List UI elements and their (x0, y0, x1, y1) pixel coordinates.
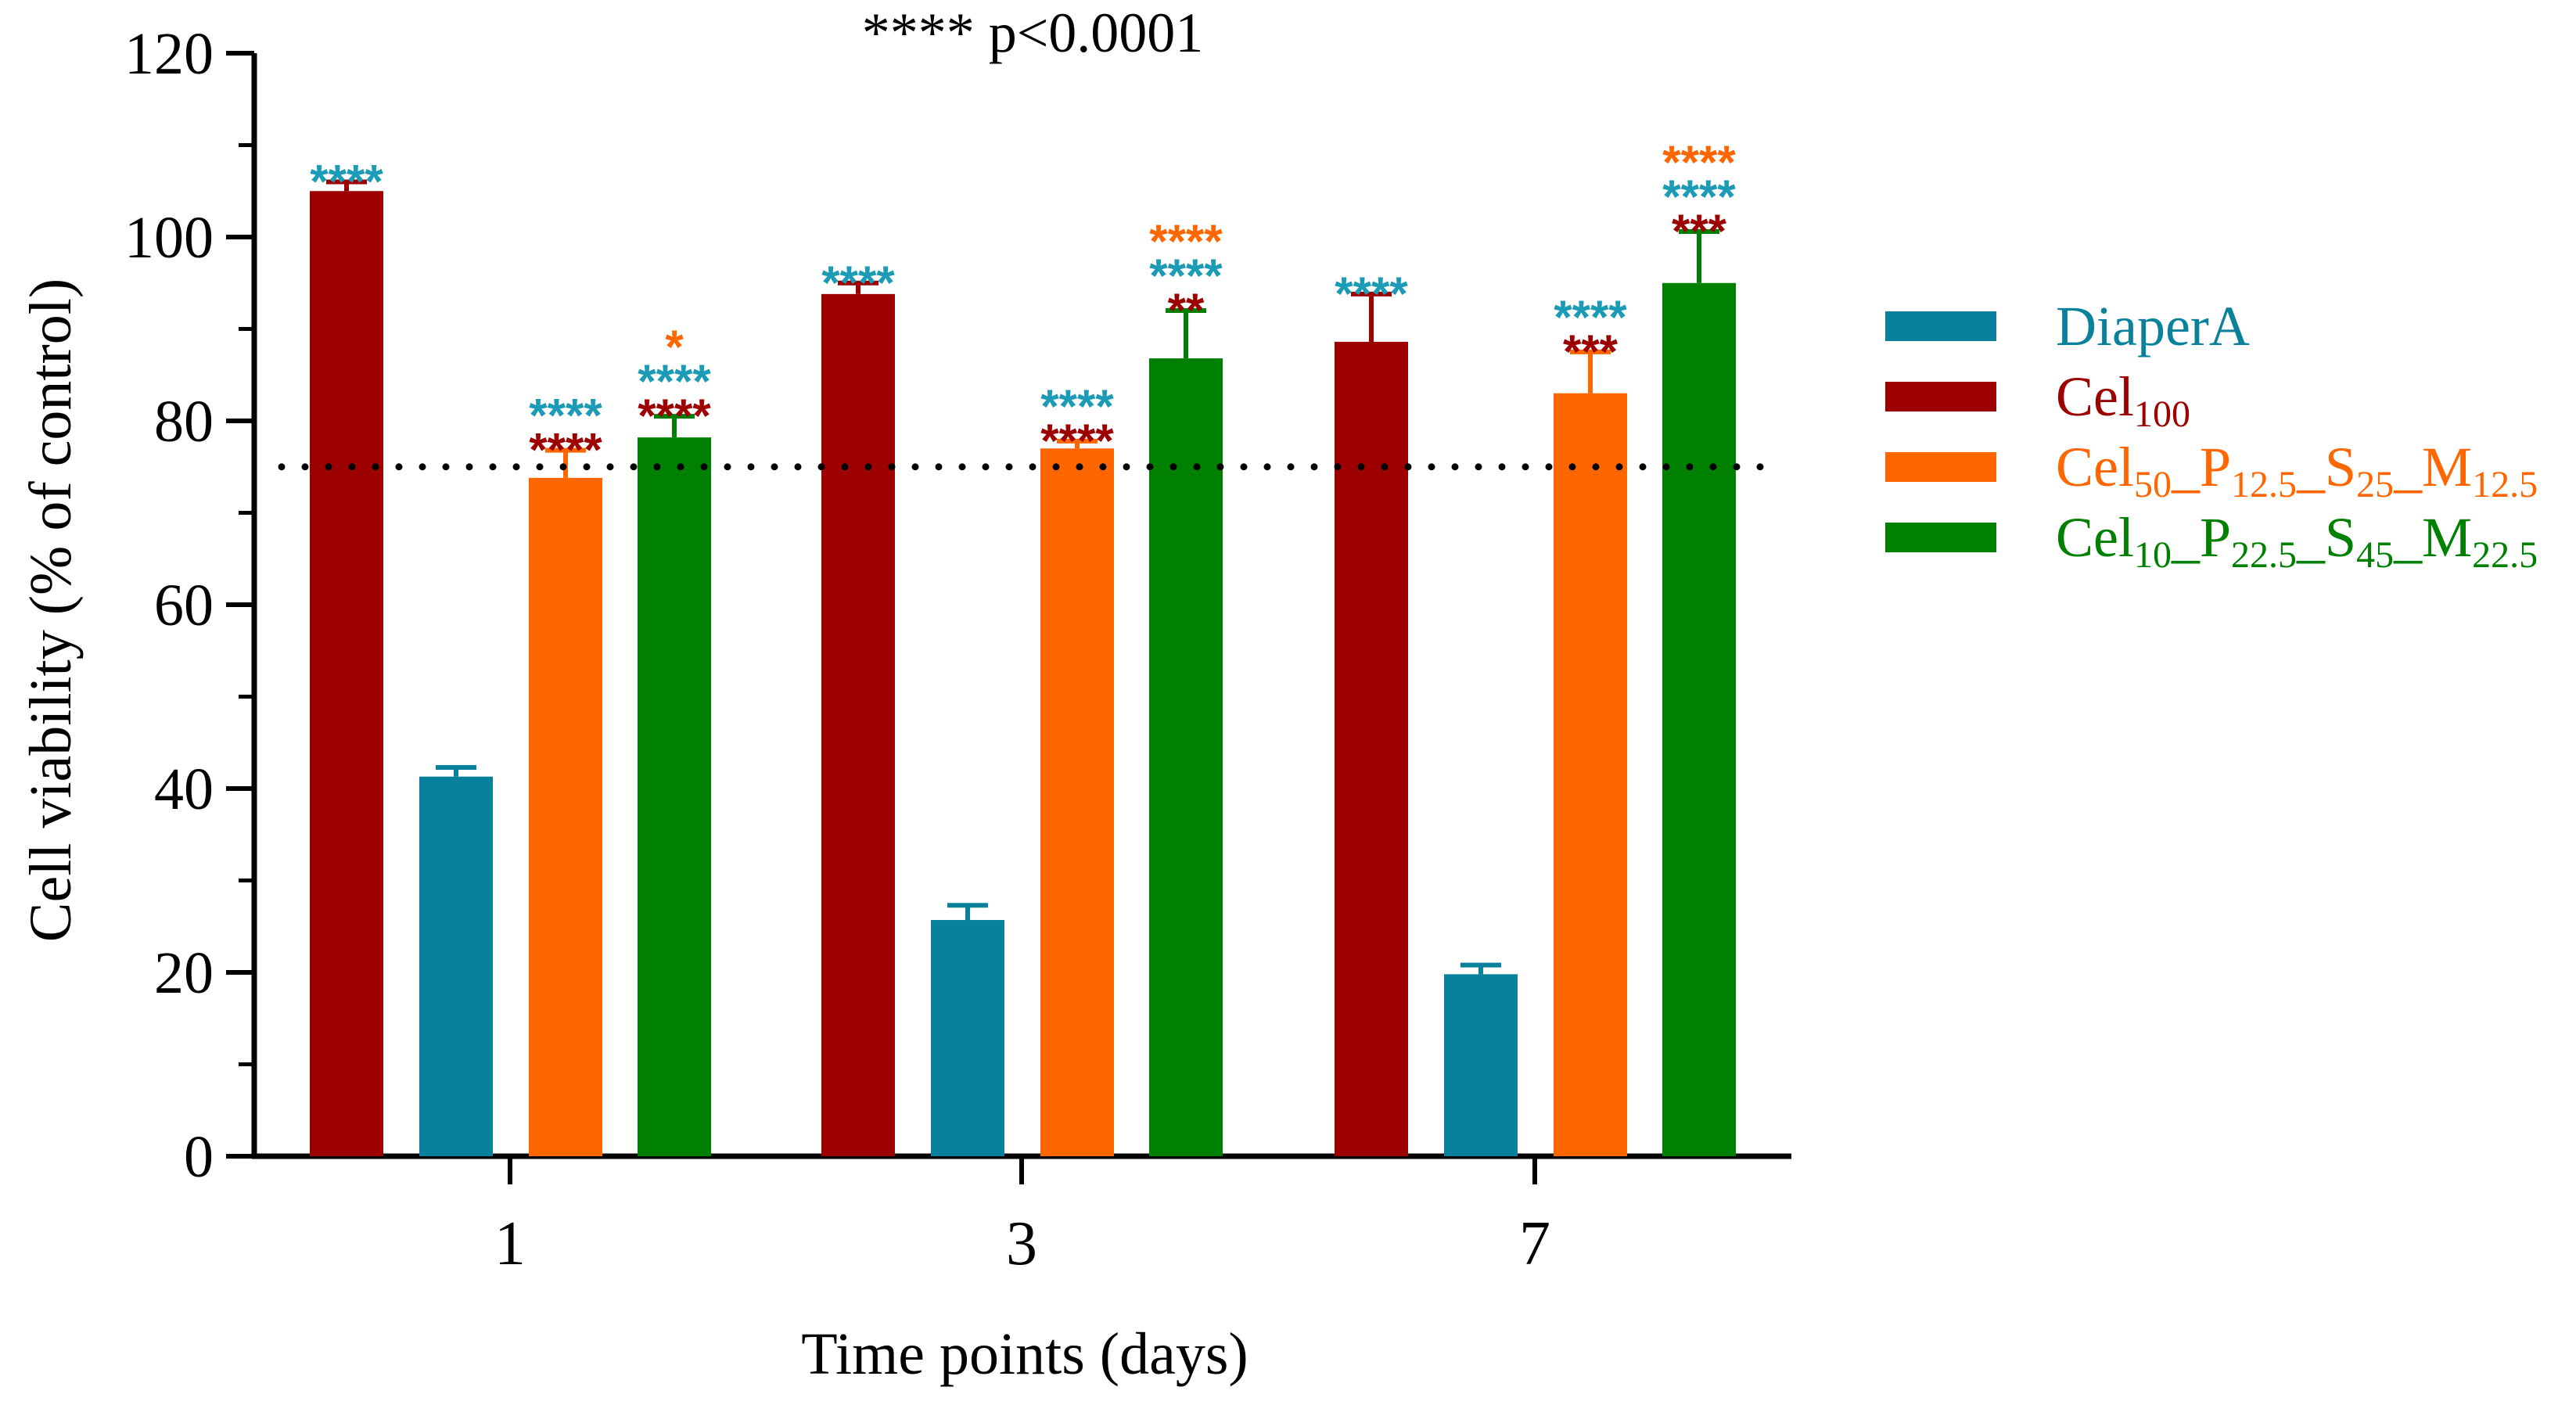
bar (821, 293, 895, 1157)
y-tick-label: 80 (154, 389, 214, 455)
bar (931, 920, 1004, 1156)
legend-swatch (1885, 382, 1996, 411)
significance-label: **** (821, 257, 895, 309)
legend-label: DiaperA (2056, 295, 2250, 358)
x-tick-label: 1 (494, 1209, 526, 1278)
legend-swatch (1885, 452, 1996, 482)
significance-label: ** (1168, 284, 1205, 336)
legend-label: Cel10_P22.5_S45_M22.5 (2056, 506, 2538, 576)
y-tick-label: 120 (124, 21, 214, 87)
significance-label: * (665, 321, 684, 373)
bar (419, 776, 493, 1156)
y-tick-label: 40 (154, 756, 214, 822)
bar (310, 191, 383, 1156)
bar (1444, 974, 1518, 1156)
bar (1335, 341, 1408, 1157)
y-tick-label: 60 (154, 573, 214, 638)
y-tick-label: 100 (124, 205, 214, 271)
bar (1554, 393, 1627, 1156)
bar (638, 437, 711, 1156)
significance-label: **** (1149, 250, 1223, 302)
significance-label: **** (1662, 171, 1736, 223)
legend-swatch (1885, 311, 1996, 341)
significance-label: *** (1672, 205, 1727, 257)
chart-title: **** p<0.0001 (862, 2, 1204, 64)
significance-label: **** (1040, 380, 1114, 433)
bar (1662, 282, 1736, 1156)
y-tick-label: 20 (154, 940, 214, 1006)
y-tick-label: 0 (184, 1124, 214, 1190)
significance-label: **** (1040, 415, 1114, 467)
significance-label: **** (638, 355, 711, 408)
significance-label: **** (1554, 291, 1627, 343)
significance-label: **** (310, 156, 383, 208)
legend-swatch (1885, 523, 1996, 552)
significance-label: **** (529, 390, 602, 442)
x-tick-label: 3 (1006, 1209, 1037, 1278)
significance-label: **** (638, 390, 711, 442)
x-tick-label: 7 (1519, 1209, 1550, 1278)
legend-label: Cel50_P12.5_S25_M12.5 (2056, 436, 2538, 505)
significance-label: **** (1662, 136, 1736, 189)
significance-label: **** (1149, 215, 1223, 268)
bar (1149, 358, 1223, 1157)
x-axis-label: Time points (days) (801, 1321, 1248, 1387)
legend-label: Cel100 (2056, 365, 2190, 435)
significance-label: *** (1563, 325, 1619, 378)
bar (529, 477, 602, 1156)
bar (1040, 448, 1114, 1156)
y-axis-label: Cell viability (% of control) (18, 278, 84, 942)
significance-label: **** (1335, 268, 1408, 320)
